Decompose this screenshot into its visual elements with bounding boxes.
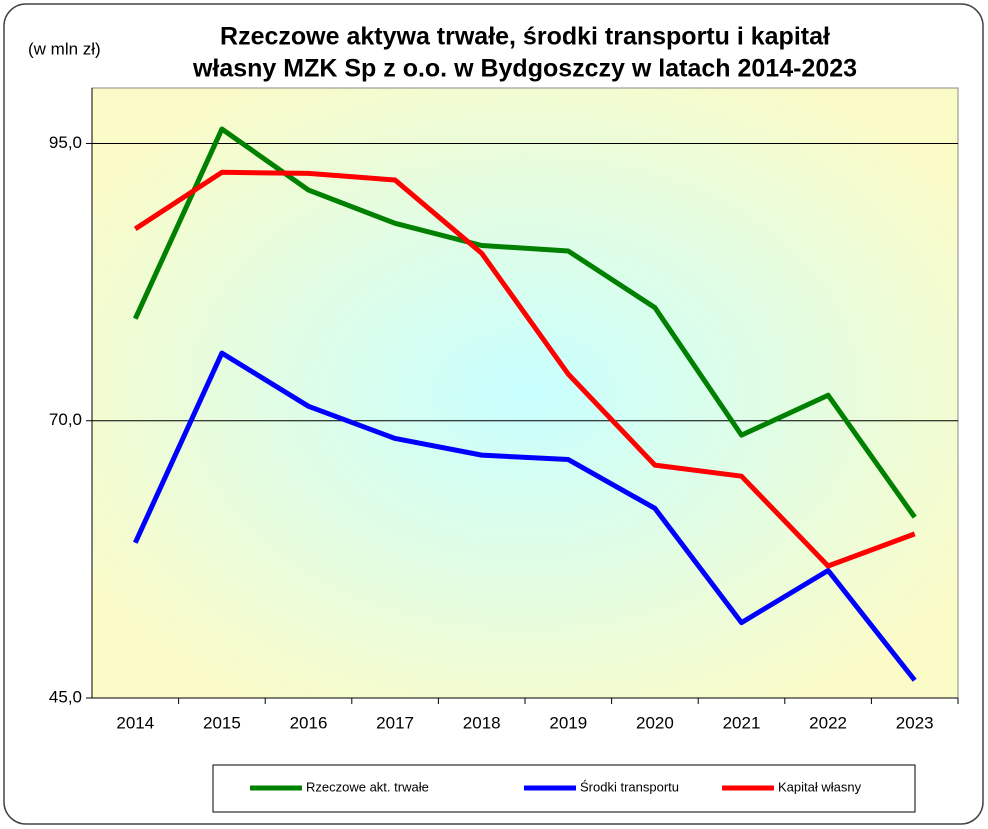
legend-label: Rzeczowe akt. trwałe [306, 779, 429, 794]
y-tick-label: 70,0 [49, 410, 82, 429]
y-tick-label: 95,0 [49, 133, 82, 152]
legend-label: Kapitał własny [778, 779, 862, 794]
x-tick-label: 2020 [636, 713, 674, 732]
x-tick-label: 2014 [116, 713, 154, 732]
series-line [133, 126, 917, 519]
x-tick-label: 2017 [376, 713, 414, 732]
legend-label: Środki transportu [580, 779, 679, 794]
x-tick-label: 2023 [896, 713, 934, 732]
chart-title: własny MZK Sp z o.o. w Bydgoszczy w lata… [192, 55, 857, 83]
x-tick-label: 2015 [203, 713, 241, 732]
plot-area [91, 87, 959, 699]
chart-title: Rzeczowe aktywa trwałe, środki transport… [220, 23, 830, 51]
y-axis-label: (w mln zł) [28, 39, 101, 58]
x-tick-label: 2019 [549, 713, 587, 732]
x-tick-label: 2016 [290, 713, 328, 732]
x-tick-label: 2018 [463, 713, 501, 732]
series-line [133, 169, 916, 569]
x-tick-label: 2021 [723, 713, 761, 732]
y-tick-label: 45,0 [49, 687, 82, 706]
x-tick-label: 2022 [809, 713, 847, 732]
series-line [133, 350, 917, 682]
